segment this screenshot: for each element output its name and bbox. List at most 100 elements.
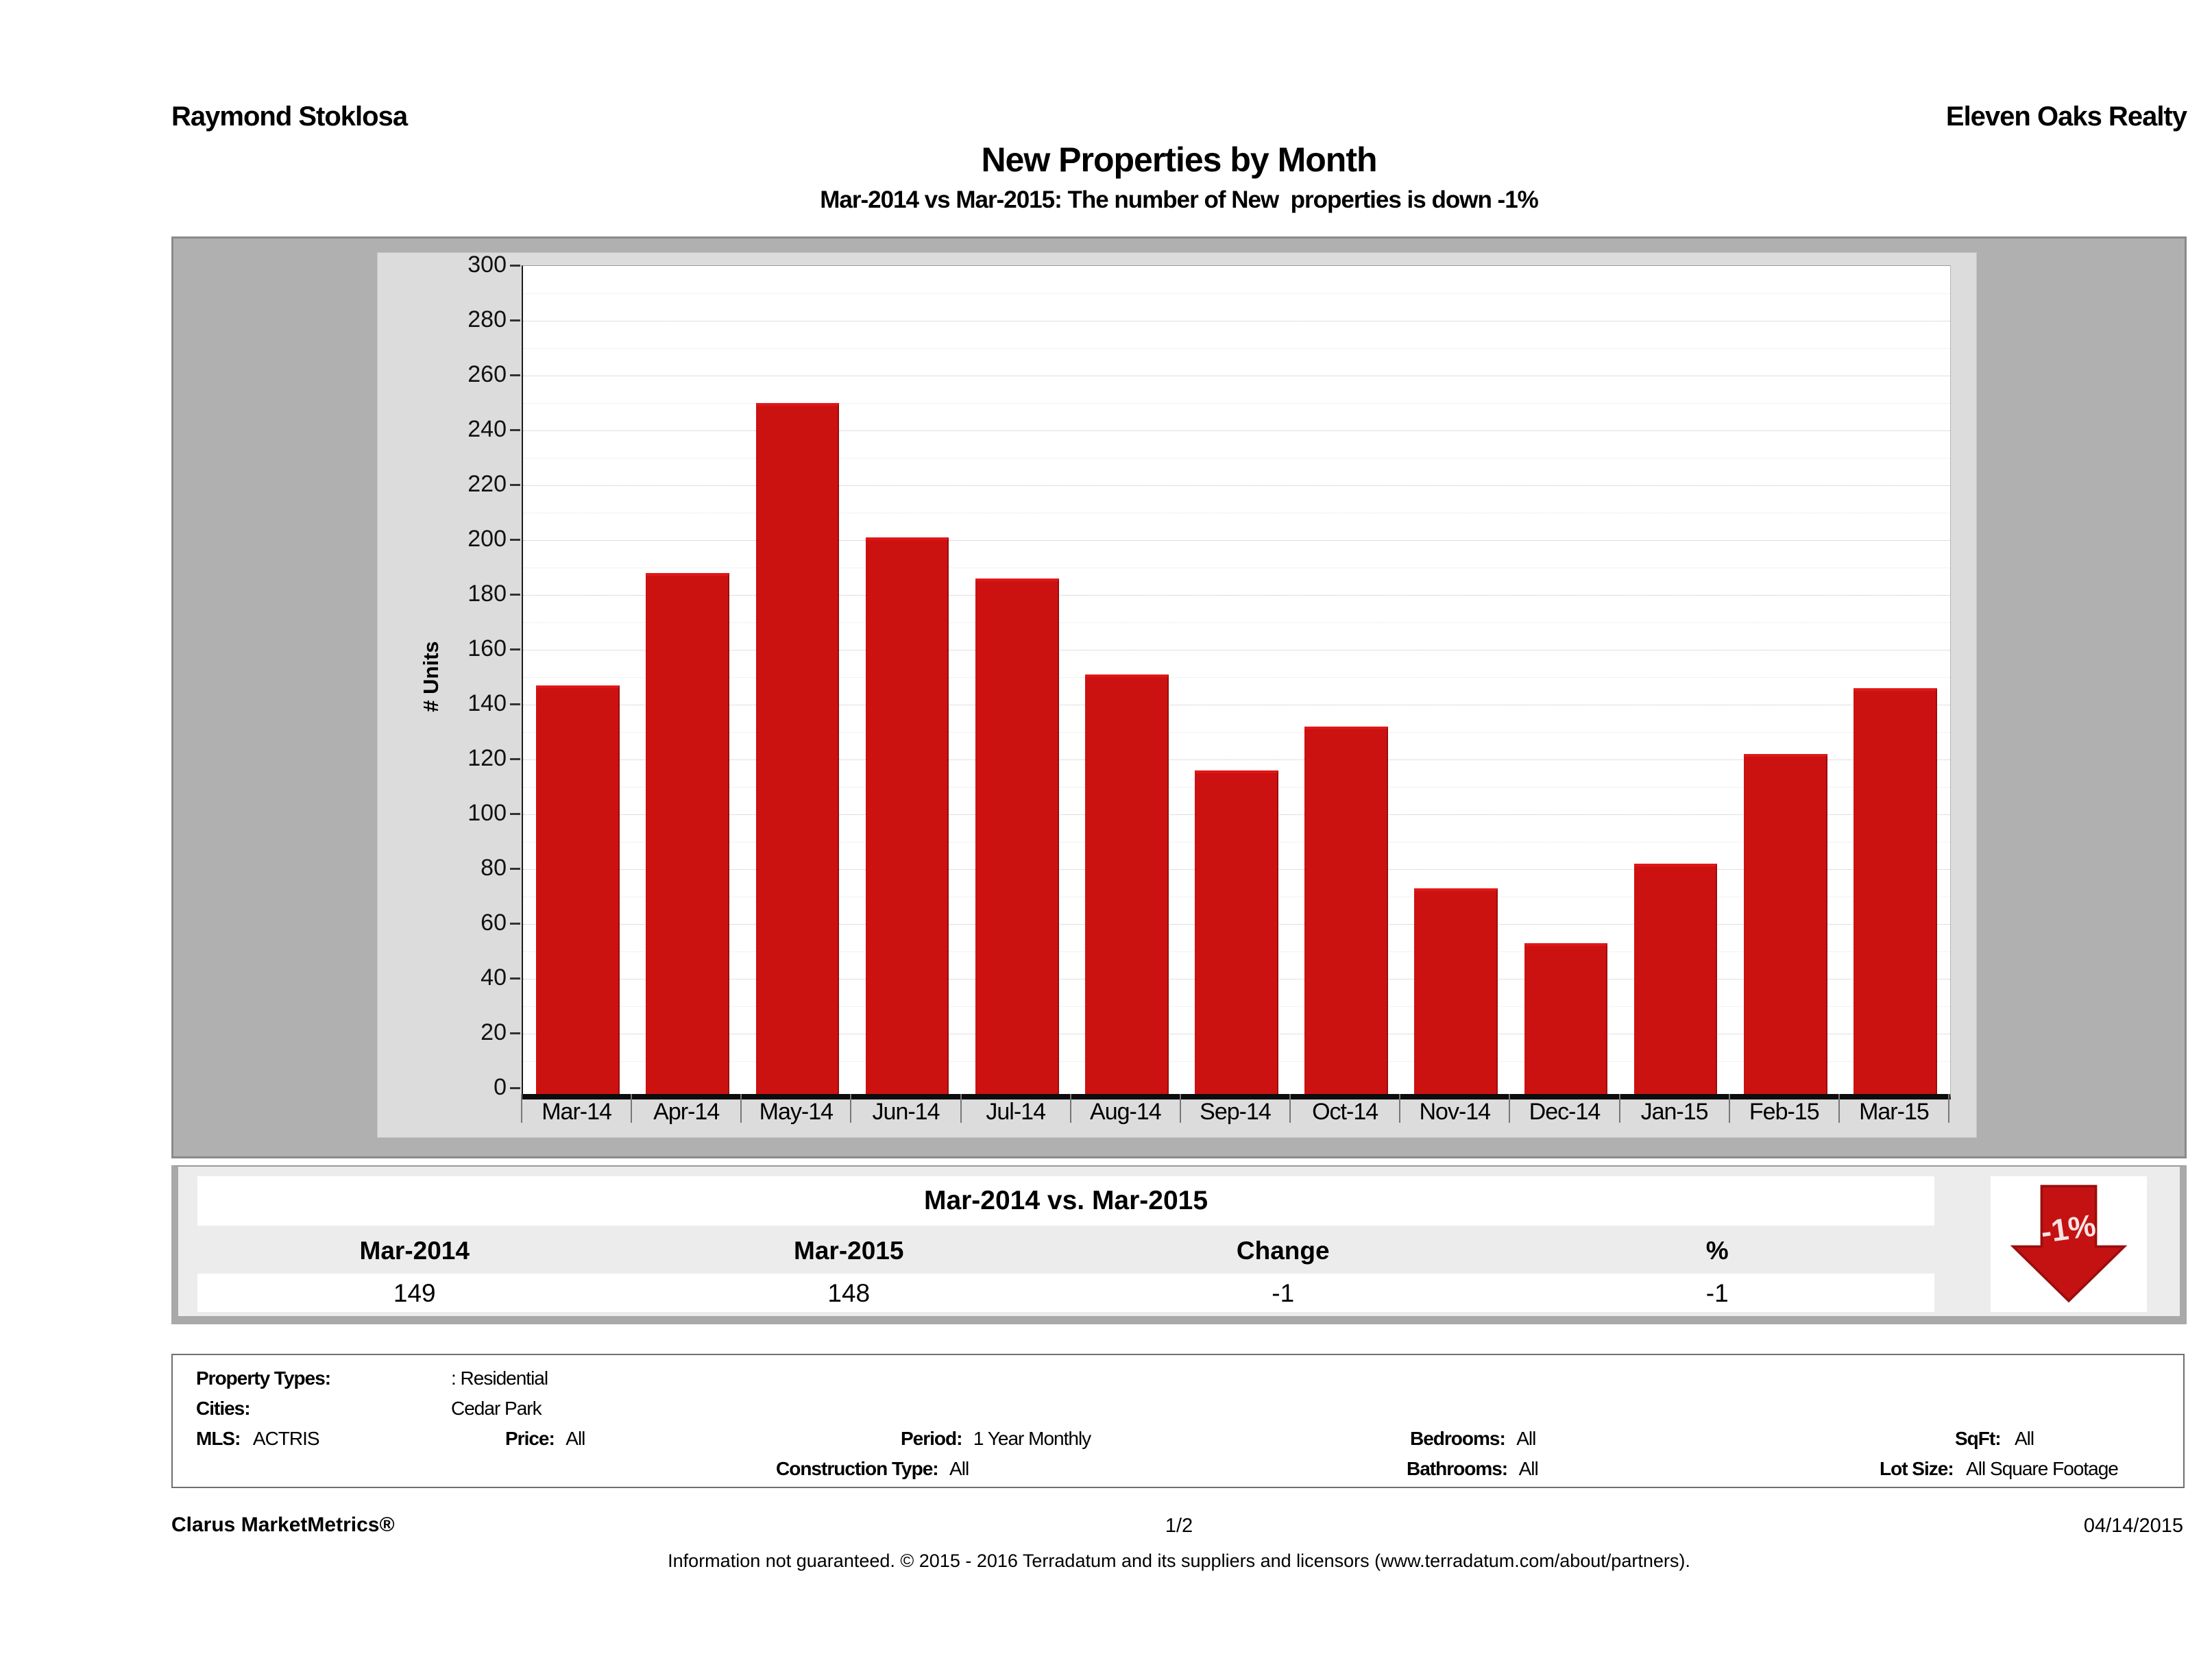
major-gridline <box>523 485 1950 486</box>
x-tick-label: Sep-14 <box>1200 1099 1272 1125</box>
y-tick-label: 180 <box>467 581 507 607</box>
x-tick-label: May-14 <box>759 1099 834 1125</box>
y-axis-title: # Units <box>419 641 443 712</box>
x-tick-label: Nov-14 <box>1419 1099 1491 1125</box>
x-tick-label: Mar-15 <box>1859 1099 1930 1125</box>
y-tick-mark <box>510 648 520 650</box>
construction-value: All <box>949 1458 969 1479</box>
x-tick-mark <box>1179 1094 1181 1123</box>
bar-Nov-14 <box>1414 888 1498 1094</box>
bar-May-14 <box>755 403 840 1094</box>
construction-label: Construction Type: <box>776 1458 939 1479</box>
comparison-table-header-row: Mar-2014 Mar-2015 Change% <box>197 1231 1934 1271</box>
footer-disclaimer: Information not guaranteed. © 2015 - 201… <box>668 1551 1690 1571</box>
price-label: Price: <box>505 1428 555 1449</box>
filter-bedrooms: Bedrooms: All <box>1410 1428 1536 1450</box>
footer-brand: Clarus MarketMetrics® <box>171 1513 395 1536</box>
y-tick-label: 60 <box>481 910 507 936</box>
y-tick-label: 0 <box>494 1074 507 1100</box>
comparison-table-value-row: 149 148 -1 -1 <box>197 1274 1934 1312</box>
y-tick-label: 280 <box>467 306 507 332</box>
y-tick-mark <box>510 868 520 870</box>
y-tick-mark <box>510 484 520 486</box>
agent-name: Raymond Stoklosa <box>171 101 408 132</box>
y-tick-label: 20 <box>481 1019 507 1045</box>
y-tick-mark <box>510 1087 520 1089</box>
chart-panel: # Units 0 20 40 60 80 100 120 140 160 180 200 220 24… <box>171 236 2187 1158</box>
x-tick-label: Jul-14 <box>986 1099 1046 1125</box>
minor-gridline <box>523 403 1950 404</box>
y-tick-mark <box>510 594 520 596</box>
x-tick-mark <box>1399 1094 1401 1123</box>
footer-date: 04/14/2015 <box>2083 1515 2183 1537</box>
comparison-column-header: % <box>1705 1237 1729 1265</box>
minor-gridline <box>523 732 1950 733</box>
y-tick-label: 160 <box>467 635 507 661</box>
bathrooms-value: All <box>1518 1458 1539 1479</box>
filter-lot-size: Lot Size: All Square Footage <box>1880 1458 2119 1480</box>
y-tick-label: 120 <box>467 745 507 771</box>
property-types-label: Property Types: <box>196 1367 331 1389</box>
x-tick-mark <box>1838 1094 1840 1123</box>
lot-size-value: All Square Footage <box>1966 1458 2119 1479</box>
report-title: New Properties by Month <box>981 141 1377 179</box>
price-value: All <box>566 1428 585 1449</box>
company-name: Eleven Oaks Realty <box>1945 101 2187 132</box>
filter-period: Period: 1 Year Monthly <box>901 1428 1091 1450</box>
x-tick-label: Mar-14 <box>542 1099 612 1125</box>
x-tick-mark <box>740 1094 742 1123</box>
filter-property-types: Property Types: : Residential <box>196 1367 548 1389</box>
bar-Mar-14 <box>536 685 620 1094</box>
comparison-column-header: Change <box>1236 1237 1330 1265</box>
cities-value: Cedar Park <box>451 1398 542 1419</box>
minor-gridline <box>523 458 1950 459</box>
y-tick-mark <box>510 703 520 705</box>
bar-Oct-14 <box>1304 727 1388 1094</box>
major-gridline <box>523 595 1950 596</box>
trend-arrow-box: -1% <box>1991 1176 2147 1312</box>
y-tick-label: 100 <box>467 800 507 826</box>
y-tick-mark <box>510 1032 520 1034</box>
x-tick-mark <box>1509 1094 1511 1123</box>
report-subtitle: Mar-2014 vs Mar-2015: The number of New … <box>820 186 1539 213</box>
filter-construction: Construction Type: All <box>776 1458 969 1480</box>
comparison-column-header: Mar-2015 <box>794 1237 904 1265</box>
bathrooms-label: Bathrooms: <box>1407 1458 1508 1479</box>
sqft-value: All <box>2014 1428 2034 1449</box>
y-tick-label: 240 <box>467 416 507 442</box>
minor-gridline <box>523 622 1950 623</box>
x-tick-label: Aug-14 <box>1090 1099 1162 1125</box>
x-tick-label: Jan-15 <box>1640 1099 1709 1125</box>
footer-page-number: 1/2 <box>1165 1515 1193 1537</box>
y-tick-mark <box>510 813 520 815</box>
y-tick-mark <box>510 758 520 760</box>
y-tick-mark <box>510 319 520 321</box>
trend-arrow-label: -1% <box>2039 1208 2098 1250</box>
filter-price: Price: All <box>505 1428 585 1450</box>
lot-size-label: Lot Size: <box>1880 1458 1954 1479</box>
x-tick-label: Oct-14 <box>1312 1099 1378 1125</box>
y-tick-label: 140 <box>467 690 507 716</box>
y-tick-mark <box>510 429 520 431</box>
period-label: Period: <box>901 1428 962 1449</box>
mls-value: ACTRIS <box>252 1428 320 1449</box>
filter-cities: Cities: Cedar Park <box>196 1398 542 1420</box>
x-tick-label: Apr-14 <box>653 1099 720 1125</box>
bedrooms-value: All <box>1516 1428 1536 1449</box>
y-tick-label: 200 <box>467 526 507 552</box>
y-tick-mark <box>510 977 520 980</box>
bar-Aug-14 <box>1084 674 1169 1094</box>
comparison-value: 149 <box>393 1279 436 1307</box>
major-gridline <box>523 540 1950 541</box>
property-types-value: : Residential <box>451 1367 548 1389</box>
filter-mls: MLS: ACTRIS <box>196 1428 320 1450</box>
bar-Mar-15 <box>1854 688 1937 1094</box>
x-tick-mark <box>1289 1094 1291 1123</box>
plot-area <box>522 265 1951 1099</box>
bar-Jan-15 <box>1633 864 1718 1094</box>
comparison-value: 148 <box>827 1279 871 1307</box>
bedrooms-label: Bedrooms: <box>1410 1428 1506 1449</box>
period-value: 1 Year Monthly <box>973 1428 1091 1449</box>
cities-label: Cities: <box>196 1398 251 1419</box>
bar-Feb-15 <box>1743 754 1827 1094</box>
